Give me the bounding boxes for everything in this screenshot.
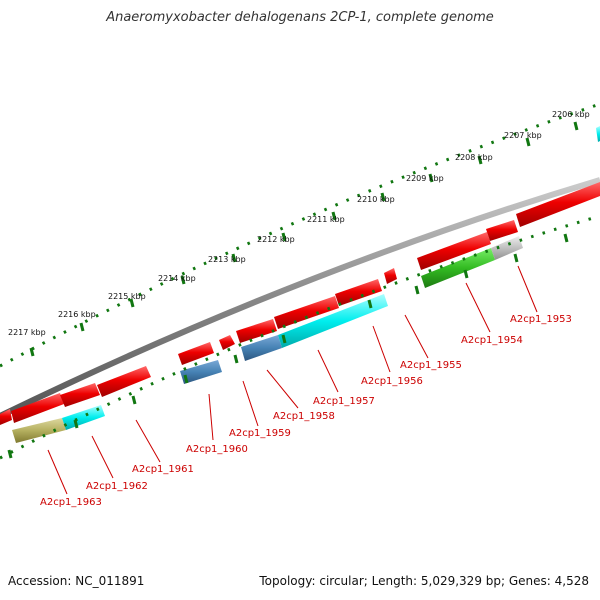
forward-gene <box>178 342 214 365</box>
gene-label: A2cp1_1960 <box>186 444 248 455</box>
forward-gene <box>274 296 339 329</box>
forward-strand-genes <box>0 182 600 425</box>
forward-gene <box>60 383 100 407</box>
gene-label: A2cp1_1953 <box>510 314 572 325</box>
cds-block-steelblue <box>180 360 222 384</box>
forward-gene <box>516 182 600 227</box>
scale-label: 2217 kbp <box>8 328 46 337</box>
feature-blocks <box>12 236 523 443</box>
gene-block-cyan <box>596 126 600 142</box>
scale-label: 2216 kbp <box>58 310 96 319</box>
forward-gene <box>384 268 397 284</box>
forward-gene <box>97 366 151 397</box>
forward-gene <box>11 393 64 423</box>
cds-block-cyan <box>62 405 105 430</box>
gene-labels: A2cp1_1953 A2cp1_1954 A2cp1_1955 A2cp1_1… <box>40 314 572 508</box>
gene-label: A2cp1_1963 <box>40 497 102 508</box>
scale-label: 2207 kbp <box>504 131 542 140</box>
forward-gene <box>417 232 491 270</box>
cds-block-olive <box>12 418 66 443</box>
scale-label: 2211 kbp <box>307 215 345 224</box>
scale-label: 2214 kbp <box>158 274 196 283</box>
scale-label: 2210 kbp <box>357 195 395 204</box>
forward-gene <box>486 220 518 241</box>
inner-major-ticks <box>7 233 569 459</box>
gene-label: A2cp1_1961 <box>132 464 194 475</box>
scale-label: 2212 kbp <box>257 235 295 244</box>
cds-block-green <box>421 248 495 288</box>
forward-gene <box>219 335 235 350</box>
outer-major-ticks <box>29 121 579 357</box>
gene-label: A2cp1_1955 <box>400 360 462 371</box>
outer-scale-ring <box>0 102 600 368</box>
scale-label: 2206 kbp <box>552 110 590 119</box>
scale-labels: 2206 kbp 2207 kbp 2208 kbp 2209 kbp 2210… <box>8 110 590 337</box>
cds-block-cyan <box>278 294 388 348</box>
gene-label: A2cp1_1957 <box>313 396 375 407</box>
accession-text: Accession: NC_011891 <box>8 574 145 588</box>
scale-label: 2215 kbp <box>108 292 146 301</box>
gene-label: A2cp1_1954 <box>461 335 523 346</box>
gene-label: A2cp1_1956 <box>361 376 423 387</box>
cds-block-gray <box>491 236 523 260</box>
forward-gene <box>335 279 382 306</box>
gene-leader-lines <box>47 265 538 495</box>
scale-label: 2209 kbp <box>406 174 444 183</box>
scale-label: 2208 kbp <box>455 153 493 162</box>
map-title: Anaeromyxobacter dehalogenans 2CP-1, com… <box>106 10 494 25</box>
gene-label: A2cp1_1959 <box>229 428 291 439</box>
gene-label: A2cp1_1962 <box>86 481 148 492</box>
gene-label: A2cp1_1958 <box>273 411 335 422</box>
genome-backbone <box>0 177 600 419</box>
forward-gene <box>0 409 12 425</box>
forward-gene <box>236 319 277 343</box>
scale-label: 2213 kbp <box>208 255 246 264</box>
cds-block-steelblue <box>241 335 282 361</box>
genome-summary-text: Topology: circular; Length: 5,029,329 bp… <box>259 574 589 588</box>
